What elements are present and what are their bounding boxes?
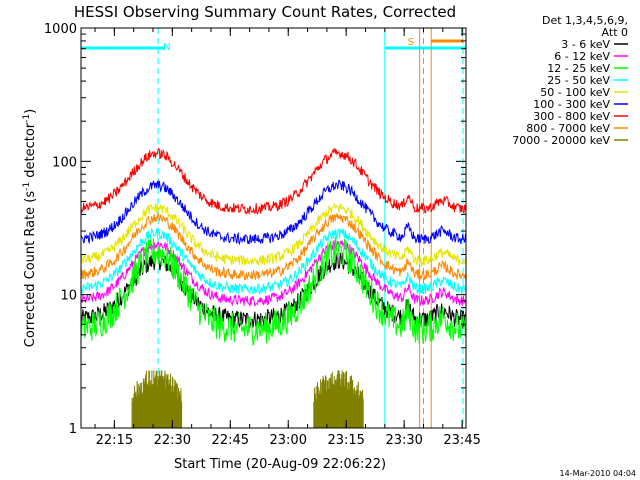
y-axis-label-main: Corrected Count Rate (s (23, 191, 38, 348)
legend-label-0: 3 - 6 keV (561, 38, 610, 51)
x-tick-label-5: 23:30 (385, 433, 422, 448)
x-tick-label-3: 23:00 (270, 433, 307, 448)
y-axis-label: Corrected Count Rate (s-1 detector-1) (22, 109, 38, 347)
y-tick-label-2: 100 (52, 155, 77, 170)
y-tick-label-0: 1 (69, 422, 77, 437)
y-tick-label-1: 10 (60, 289, 77, 304)
y-tick-label-3: 1000 (44, 22, 77, 37)
legend-label-2: 12 - 25 keV (547, 62, 610, 75)
series-layer (81, 147, 466, 428)
y-axis: 1 10 100 1000 (44, 22, 466, 437)
series-line-2 (81, 236, 466, 346)
x-axis-label: Start Time (20-Aug-09 22:06:22) (174, 457, 386, 472)
chart-title: HESSI Observing Summary Count Rates, Cor… (74, 3, 456, 21)
x-tick-label-1: 22:30 (154, 433, 191, 448)
legend-label-1: 6 - 12 keV (554, 50, 610, 63)
x-tick-label-0: 22:15 (96, 433, 133, 448)
legend-label-3: 25 - 50 keV (547, 74, 610, 87)
x-axis: 22:15 22:30 22:45 23:00 23:15 23:30 23:45 (94, 28, 481, 448)
plot-frame (80, 27, 467, 429)
legend-header-0: Det 1,3,4,5,6,9, (542, 14, 628, 27)
legend-label-8: 7000 - 20000 keV (512, 134, 610, 147)
series-line-8 (131, 370, 364, 428)
y-axis-label-sup1: -1 (22, 182, 32, 191)
legend-label-5: 100 - 300 keV (533, 98, 610, 111)
legend-label-7: 800 - 7000 keV (526, 122, 610, 135)
x-tick-label-6: 23:45 (443, 433, 480, 448)
legend-label-4: 50 - 100 keV (540, 86, 610, 99)
y-axis-label-end: ) (23, 109, 38, 114)
night-flag-label: N (163, 42, 170, 53)
series-line-7 (81, 212, 466, 281)
x-tick-label-2: 22:45 (212, 433, 249, 448)
series-line-5 (81, 179, 466, 246)
y-axis-label-mid: detector (23, 122, 38, 182)
y-axis-label-sup2: -1 (22, 114, 32, 123)
series-line-4 (81, 202, 466, 268)
saa-flag-label: S (408, 37, 414, 48)
series-line-6 (81, 147, 466, 216)
legend-label-6: 300 - 800 keV (533, 110, 610, 123)
series-line-3 (81, 227, 466, 295)
legend-header-1: Att 0 (602, 26, 628, 39)
timestamp: 14-Mar-2010 04:04 (560, 469, 637, 478)
x-tick-label-4: 23:15 (327, 433, 364, 448)
